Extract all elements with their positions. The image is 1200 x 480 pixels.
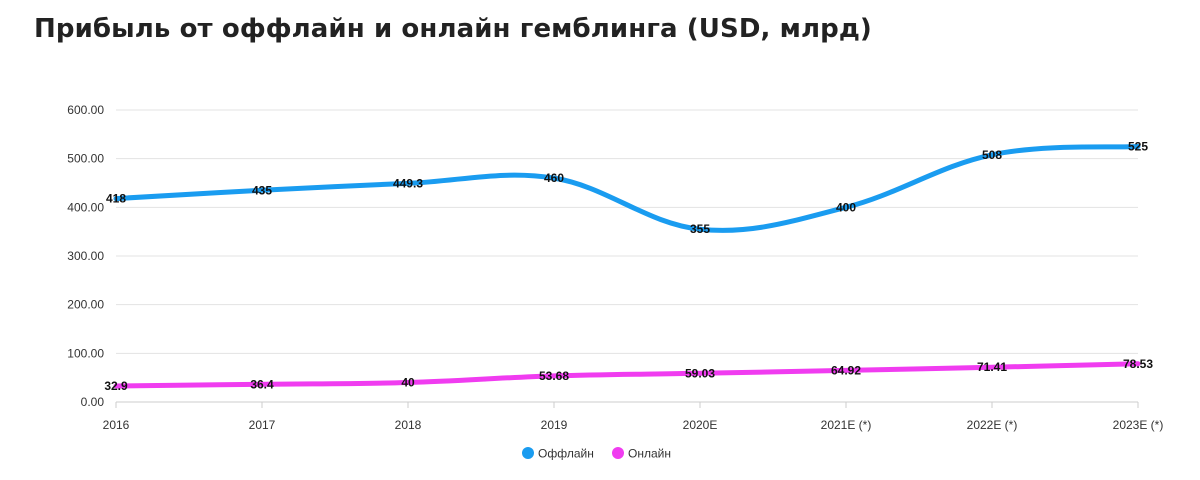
data-label: 78.53 (1123, 357, 1153, 371)
x-tick-label: 2020E (683, 418, 718, 432)
y-tick-label: 500.00 (67, 152, 104, 166)
data-label: 59.03 (685, 366, 715, 380)
data-label: 418 (106, 192, 126, 206)
y-tick-label: 400.00 (67, 200, 104, 214)
y-tick-label: 200.00 (67, 298, 104, 312)
x-tick-label: 2018 (395, 418, 422, 432)
data-label: 355 (690, 222, 710, 236)
legend-label[interactable]: Онлайн (628, 447, 671, 461)
x-tick-label: 2017 (249, 418, 276, 432)
series-lines (113, 144, 1141, 389)
y-tick-label: 0.00 (81, 395, 105, 409)
data-label: 449.3 (393, 176, 423, 190)
data-label: 71.41 (977, 360, 1007, 374)
data-label: 53.68 (539, 369, 569, 383)
grid-lines (116, 109, 1138, 354)
chart-title: Прибыль от оффлайн и онлайн гемблинга (U… (34, 14, 872, 44)
data-label: 36.4 (250, 377, 274, 391)
x-tick-label: 2022E (*) (967, 418, 1018, 432)
axes: 0.00 100.00 200.00 300.00 400.00 500.00 600.00… (67, 103, 1163, 432)
y-tick-label: 100.00 (67, 346, 104, 360)
legend-marker[interactable] (522, 447, 534, 459)
data-labels: 418 435 449.3 460 355 400 508 525 32.9 36.4 40 53.6… (104, 140, 1153, 393)
data-label: 435 (252, 183, 272, 197)
legend-marker[interactable] (612, 447, 624, 459)
data-label: 64.92 (831, 363, 861, 377)
data-label: 525 (1128, 140, 1148, 154)
data-label: 508 (982, 148, 1002, 162)
data-label: 32.9 (104, 379, 128, 393)
data-label: 40 (401, 376, 415, 390)
x-tick-label: 2019 (541, 418, 568, 432)
series-line-0[interactable] (113, 144, 1141, 233)
legend[interactable]: Оффлайн Онлайн (522, 447, 671, 461)
data-label: 400 (836, 200, 856, 214)
y-tick-label: 600.00 (67, 103, 104, 117)
x-tick-label: 2021E (*) (821, 418, 872, 432)
legend-label[interactable]: Оффлайн (538, 447, 594, 461)
x-tick-label: 2016 (103, 418, 130, 432)
x-tick-label: 2023E (*) (1113, 418, 1164, 432)
series-line-1[interactable] (113, 361, 1141, 389)
data-label: 460 (544, 171, 564, 185)
y-tick-label: 300.00 (67, 249, 104, 263)
